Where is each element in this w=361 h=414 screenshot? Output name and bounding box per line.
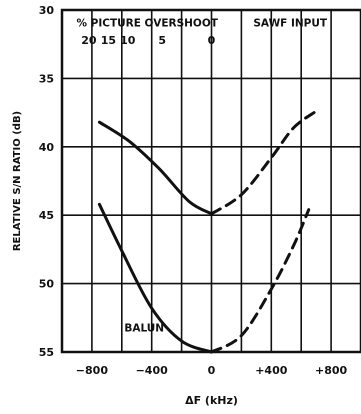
x-tick-label: +400 bbox=[255, 364, 288, 377]
overshoot-label: 0 bbox=[208, 34, 216, 47]
balun-label: BALUN bbox=[124, 322, 164, 334]
overshoot-label: 15 bbox=[101, 34, 116, 47]
x-tick-labels: −800 −400 0 +400 +800 bbox=[76, 364, 348, 377]
x-tick-label: −400 bbox=[136, 364, 169, 377]
y-tick-label: 55 bbox=[39, 346, 54, 359]
overshoot-label: 20 bbox=[81, 34, 97, 47]
y-tick-label: 45 bbox=[39, 209, 54, 222]
x-tick-label: +800 bbox=[315, 364, 348, 377]
annotations: % PICTURE OVERSHOOT 20 15 10 5 0 SAWF INPUT … bbox=[76, 17, 327, 334]
y-tick-label: 50 bbox=[39, 278, 55, 291]
x-tick-label: −800 bbox=[76, 364, 109, 377]
series-curves bbox=[97, 109, 318, 354]
y-tick-label: 35 bbox=[39, 72, 54, 85]
y-axis-label: RELATIVE S/N RATIO (dB) bbox=[12, 111, 23, 251]
sawf-input-label: SAWF INPUT bbox=[253, 17, 328, 29]
y-tick-label: 30 bbox=[39, 4, 55, 17]
overshoot-label: 10 bbox=[120, 34, 136, 47]
series-balun-dashed bbox=[210, 208, 311, 354]
overshoot-label: 5 bbox=[158, 34, 166, 47]
y-tick-labels: 30 35 40 45 50 55 bbox=[39, 4, 55, 359]
grid-lines bbox=[62, 10, 361, 352]
overshoot-scale-labels: 20 15 10 5 0 bbox=[81, 34, 215, 47]
y-tick-label: 40 bbox=[39, 141, 55, 154]
series-sawf-input-dashed bbox=[210, 109, 318, 216]
x-axis-label: ΔF (kHz) bbox=[185, 394, 238, 407]
series-sawf-input-solid bbox=[97, 120, 213, 216]
series-balun-solid bbox=[97, 202, 213, 354]
overshoot-title: % PICTURE OVERSHOOT bbox=[76, 17, 218, 29]
x-tick-label: 0 bbox=[208, 364, 216, 377]
